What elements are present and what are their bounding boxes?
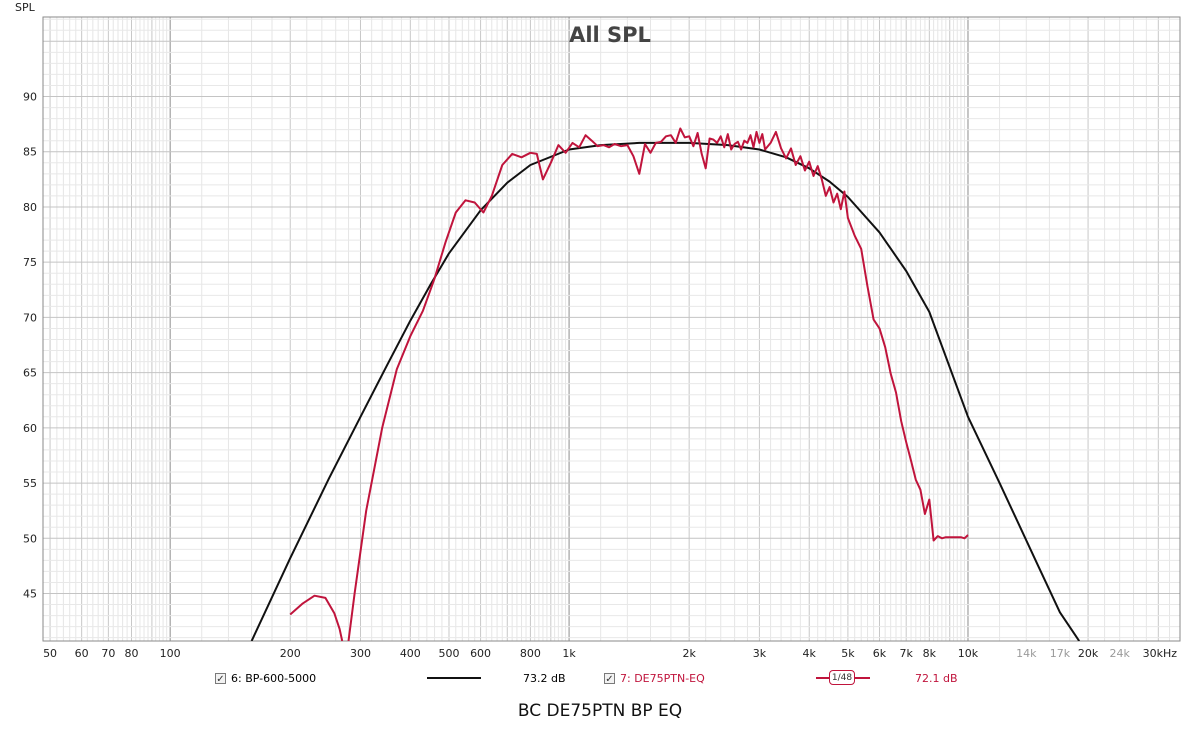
series-line-2 — [289, 594, 344, 641]
x-tick-label: 5k — [841, 647, 855, 660]
series2-label: 7: DE75PTN-EQ — [620, 671, 705, 685]
x-tick-label: 8k — [923, 647, 937, 660]
x-tick-label: 3k — [753, 647, 767, 660]
footer-title: BC DE75PTN BP EQ — [517, 701, 683, 721]
y-tick-label: 45 — [23, 588, 37, 601]
y-tick-label: 75 — [23, 256, 37, 269]
x-tick-label: 4k — [803, 647, 817, 660]
y-tick-label: 90 — [23, 91, 37, 104]
x-tick-label: 500 — [438, 647, 459, 660]
legend-item-de75ptn-eq[interactable]: ✓ 7: DE75PTN-EQ — [604, 669, 705, 687]
x-tick-label: 20k — [1078, 647, 1099, 660]
series-line-1 — [250, 141, 1081, 641]
legend: ✓ 6: BP-600-5000 73.2 dB ✓ 7: DE75PTN-EQ… — [0, 669, 1200, 689]
series1-label: 6: BP-600-5000 — [231, 671, 317, 685]
x-tick-label: 60 — [75, 647, 89, 660]
x-tick-label: 200 — [280, 647, 301, 660]
grid — [42, 17, 1181, 641]
spl-chart: 90 85 80 75 70 65 60 55 50 45 50 60 70 80 100 200 300 40… — [15, 1, 1181, 660]
series2-checkbox[interactable]: ✓ — [604, 672, 615, 685]
chart-title: All SPL — [569, 23, 651, 47]
x-tick-label: 14k — [1016, 647, 1037, 660]
x-tick-label: 6k — [873, 647, 887, 660]
series1-line-sample — [427, 669, 481, 687]
y-tick-label: 85 — [23, 146, 37, 159]
x-tick-label: 100 — [160, 647, 181, 660]
plot-frame — [42, 16, 1181, 642]
x-tick-label: 1k — [562, 647, 576, 660]
legend-item-bp-600-5000[interactable]: ✓ 6: BP-600-5000 — [215, 669, 316, 687]
series-line-3 — [347, 127, 969, 641]
x-tick-label: 600 — [470, 647, 491, 660]
y-tick-label: 60 — [23, 422, 37, 435]
series2-value: 72.1 dB — [915, 671, 958, 685]
x-tick-label: 50 — [43, 647, 57, 660]
x-tick-labels: 50 60 70 80 100 200 300 400 500 600 800 1k 2k 3k 4k 5k 6… — [43, 647, 1177, 660]
plot-background — [43, 17, 1180, 641]
x-tick-label: 2k — [682, 647, 696, 660]
x-unit-label: 30kHz — [1143, 647, 1178, 660]
smoothing-indicator[interactable]: 1/48 — [829, 670, 855, 685]
x-tick-label: 17k — [1050, 647, 1071, 660]
x-tick-label: 10k — [958, 647, 979, 660]
x-tick-label: 24k — [1109, 647, 1130, 660]
y-tick-labels: 90 85 80 75 70 65 60 55 50 45 — [23, 91, 37, 601]
smoothing-numerator: 1 — [831, 673, 838, 683]
y-tick-label: 70 — [23, 311, 37, 324]
series1-value: 73.2 dB — [523, 671, 566, 685]
smoothing-denominator: 48 — [840, 673, 853, 683]
x-tick-label: 400 — [400, 647, 421, 660]
x-tick-label: 300 — [350, 647, 371, 660]
series1-checkbox[interactable]: ✓ — [215, 672, 226, 685]
x-tick-label: 70 — [101, 647, 115, 660]
series-lines — [250, 127, 1081, 641]
x-tick-label: 80 — [124, 647, 138, 660]
y-tick-label: 65 — [23, 367, 37, 380]
y-tick-label: 80 — [23, 201, 37, 214]
y-tick-label: 55 — [23, 477, 37, 490]
x-tick-label: 7k — [900, 647, 914, 660]
y-tick-label: 50 — [23, 532, 37, 545]
y-axis-label: SPL — [15, 1, 36, 14]
x-tick-label: 800 — [520, 647, 541, 660]
